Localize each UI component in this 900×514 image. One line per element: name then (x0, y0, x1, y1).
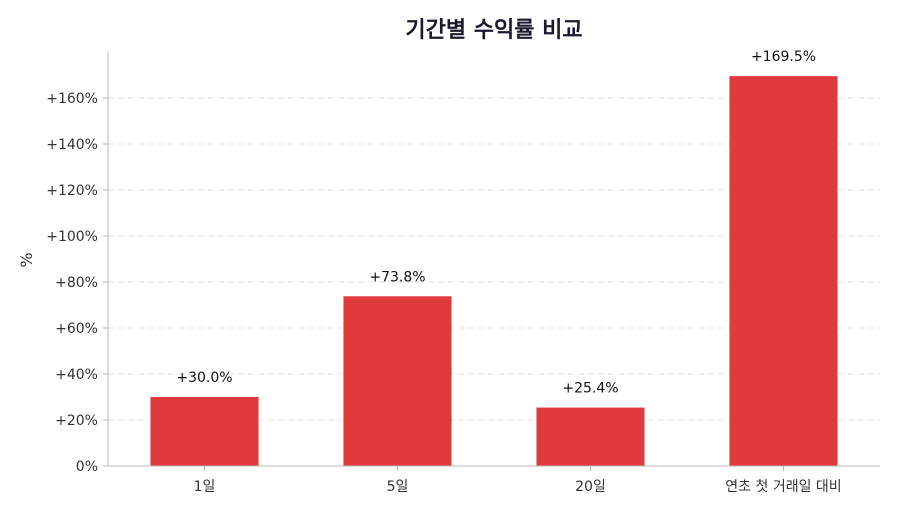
y-axis-label: % (17, 252, 36, 267)
chart-title: 기간별 수익률 비교 (405, 18, 582, 43)
y-tick-label: +160% (46, 91, 98, 107)
y-tick-label: +100% (46, 229, 98, 245)
bar (150, 397, 259, 466)
data-label: +73.8% (369, 269, 425, 285)
y-tick-label: +80% (55, 275, 98, 291)
y-tick-label: +140% (46, 137, 98, 153)
y-tick-label: +120% (46, 183, 98, 199)
x-tick-label: 연초 첫 거래일 대비 (725, 479, 841, 495)
y-tick-labels: 0% +20% +40% +60% +80% +100% +120% +140% +160% (46, 91, 108, 475)
data-label: +30.0% (176, 370, 232, 386)
y-tick-label: +20% (55, 413, 98, 429)
bars (150, 76, 838, 467)
bar (729, 76, 838, 467)
bar (343, 296, 452, 466)
data-label: +169.5% (751, 49, 816, 65)
x-tick-label: 5일 (387, 479, 409, 495)
data-label: +25.4% (562, 381, 618, 397)
bar (536, 407, 645, 466)
y-tick-label: +60% (55, 321, 98, 337)
x-tick-labels: 1일 5일 20일 연초 첫 거래일 대비 (194, 466, 842, 495)
x-tick-label: 20일 (575, 479, 606, 495)
y-tick-label: 0% (76, 459, 98, 475)
x-tick-label: 1일 (194, 479, 216, 495)
y-tick-label: +40% (55, 367, 98, 383)
data-labels: +30.0% +73.8% +25.4% +169.5% (176, 49, 816, 396)
